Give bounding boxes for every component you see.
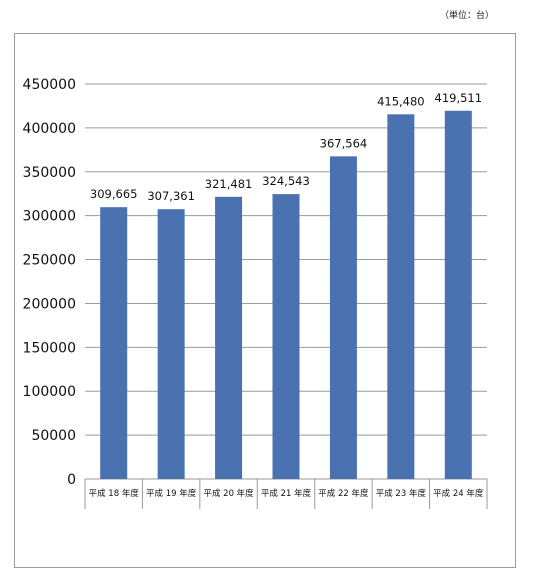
chart-frame [14,33,516,568]
bars [100,110,472,480]
y-tick-label: 250000 [23,253,76,269]
bar [329,156,357,480]
x-axis: 平成 18 年度 平成 19 年度 平成 20 年度 平成 21 年度 平成 22 年度… [84,479,488,509]
y-tick-label: 350000 [23,165,76,181]
y-tick-label: 400000 [23,121,76,137]
y-tick-label: 300000 [23,209,76,225]
y-axis: 0 50000 100000 150000 200000 250000 300000 3500… [23,77,76,488]
x-tick-label: 平成 19 年度 [146,488,197,499]
y-tick-label: 200000 [23,296,76,312]
data-label: 419,511 [435,91,483,105]
data-labels: 309,665 307,361 321,481 324,543 367,564 415,4… [90,91,482,203]
x-tick-label: 平成 24 年度 [433,488,484,499]
data-label: 324,543 [262,174,310,188]
y-tick-label: 150000 [23,340,76,356]
data-label: 309,665 [90,187,138,201]
y-tick-label: 0 [67,472,76,488]
x-tick-label: 平成 23 年度 [376,488,427,499]
x-tick-label: 平成 18 年度 [89,488,140,499]
y-tick-label: 50000 [31,428,76,444]
x-tick-label: 平成 21 年度 [261,488,312,499]
data-label: 415,480 [377,94,425,108]
bar [157,209,185,480]
data-label: 307,361 [147,189,195,203]
bar [215,196,243,479]
bar [444,110,472,479]
bar [272,194,300,480]
data-label: 367,564 [320,136,368,150]
unit-label: （単位：台） [440,11,495,21]
y-tick-label: 450000 [23,77,76,93]
x-tick-label: 平成 22 年度 [318,488,369,499]
bar [100,207,128,480]
bar [387,114,415,479]
x-tick-label: 平成 20 年度 [203,488,254,499]
y-tick-label: 100000 [23,384,76,400]
data-label: 321,481 [205,177,253,191]
